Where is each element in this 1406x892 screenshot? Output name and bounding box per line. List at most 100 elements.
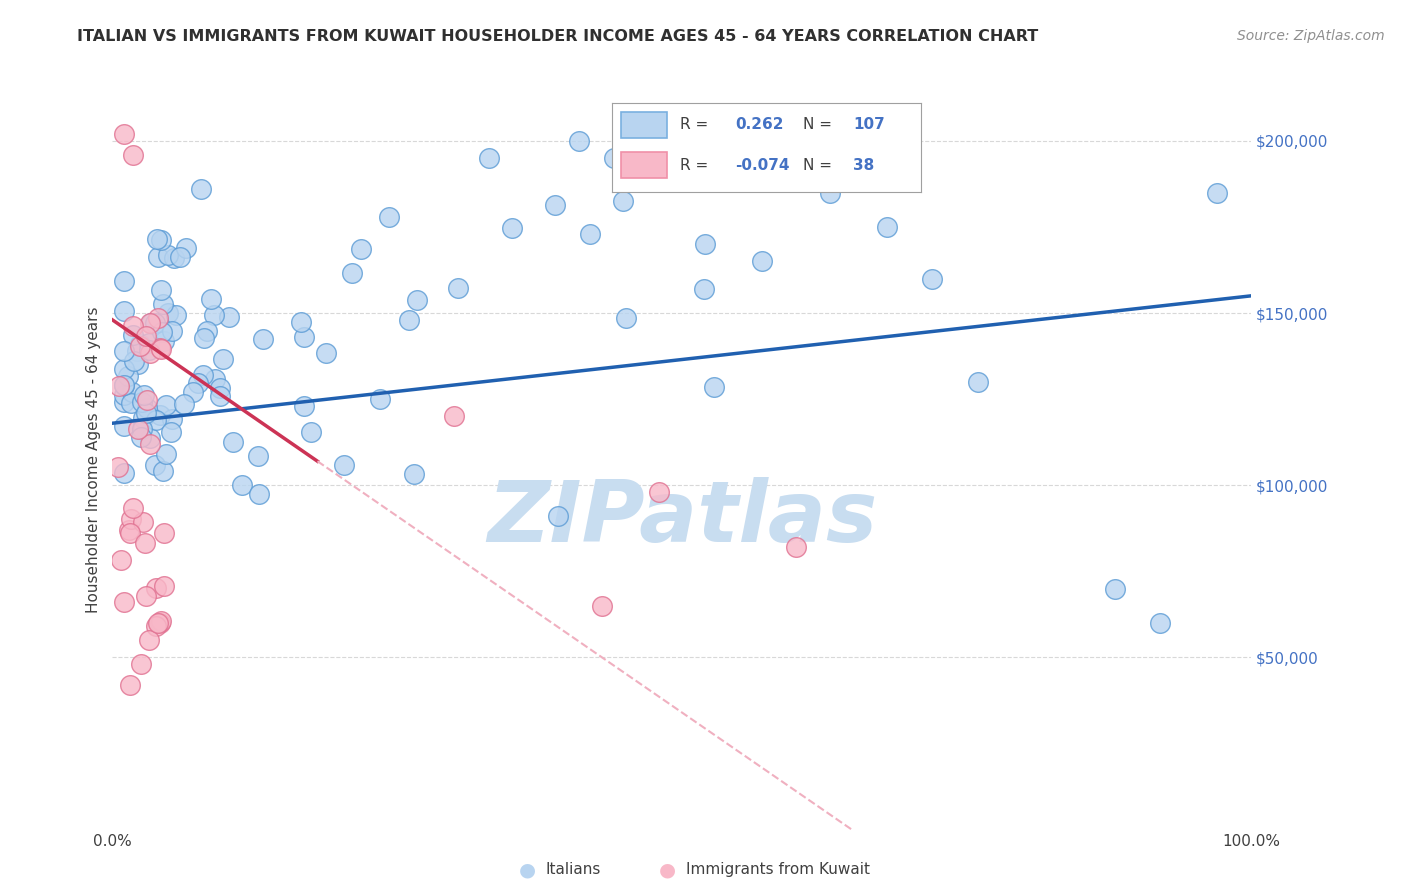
Point [160,411,183,425]
Text: ZIPatlas: ZIPatlas [486,477,877,560]
Text: N =: N = [803,158,832,172]
Point [204,371,226,385]
Point [112,395,135,409]
Point [146,615,169,630]
Text: ITALIAN VS IMMIGRANTS FROM KUWAIT HOUSEHOLDER INCOME AGES 45 - 64 YEARS CORRELAT: ITALIAN VS IMMIGRANTS FROM KUWAIT HOUSEH… [77,29,1039,45]
Point [169,251,191,265]
Point [693,237,716,252]
Point [112,388,135,402]
Point [197,325,219,339]
Point [173,397,195,411]
Point [247,487,270,501]
Point [478,151,501,165]
Point [122,318,145,333]
Point [292,399,315,413]
Text: ●: ● [519,860,536,880]
Point [150,326,173,340]
Point [751,254,773,268]
Point [547,509,569,524]
Point [145,581,167,595]
Point [145,619,167,633]
Point [443,409,465,424]
Point [967,375,990,389]
Point [139,316,162,330]
Point [138,431,160,445]
Point [152,297,174,311]
Point [378,210,401,224]
Point [121,500,143,515]
Text: Source: ZipAtlas.com: Source: ZipAtlas.com [1237,29,1385,44]
Point [131,410,153,425]
Point [165,308,187,322]
Point [290,315,312,329]
Point [209,381,232,395]
Point [112,274,135,288]
Point [120,512,142,526]
Point [190,182,212,196]
Point [129,339,152,353]
Point [612,194,634,209]
Point [315,346,337,360]
Text: 107: 107 [853,118,884,132]
Point [404,467,426,482]
Point [132,515,155,529]
Point [127,422,149,436]
Point [155,398,177,412]
Point [134,535,156,549]
Point [131,395,153,409]
Point [108,378,131,392]
Point [112,377,135,392]
Point [252,332,274,346]
Text: R =: R = [679,118,707,132]
Point [591,599,613,613]
Point [122,354,145,368]
Point [148,250,170,264]
Bar [621,112,668,138]
Point [139,317,162,331]
Point [156,306,179,320]
Point [1149,615,1171,630]
Text: 0.262: 0.262 [735,118,783,132]
Point [118,526,141,541]
Point [209,389,232,403]
Point [292,329,315,343]
Point [174,241,197,255]
Point [152,525,174,540]
Point [155,447,177,461]
Point [193,331,215,345]
Point [129,657,152,672]
Point [149,615,172,630]
Point [568,134,591,148]
Point [398,312,420,326]
Point [614,311,637,326]
Point [132,388,155,402]
Point [340,266,363,280]
Point [785,540,807,554]
Point [149,233,172,247]
Point [110,553,132,567]
Point [143,316,166,330]
Point [187,376,209,390]
Point [153,579,176,593]
Point [128,337,150,351]
Point [138,336,160,351]
Point [118,678,141,692]
Point [163,251,186,265]
Point [1206,186,1229,200]
Point [122,328,145,343]
Point [191,368,214,382]
Point [231,478,253,492]
Point [112,418,135,433]
Point [138,346,160,360]
Point [112,343,135,358]
Point [138,633,160,648]
Point [368,392,391,406]
Point [135,406,157,420]
Point [246,449,269,463]
Point [446,281,468,295]
Point [127,357,149,371]
Point [578,227,600,242]
Point [149,408,172,422]
Point [181,385,204,400]
Point [143,458,166,472]
